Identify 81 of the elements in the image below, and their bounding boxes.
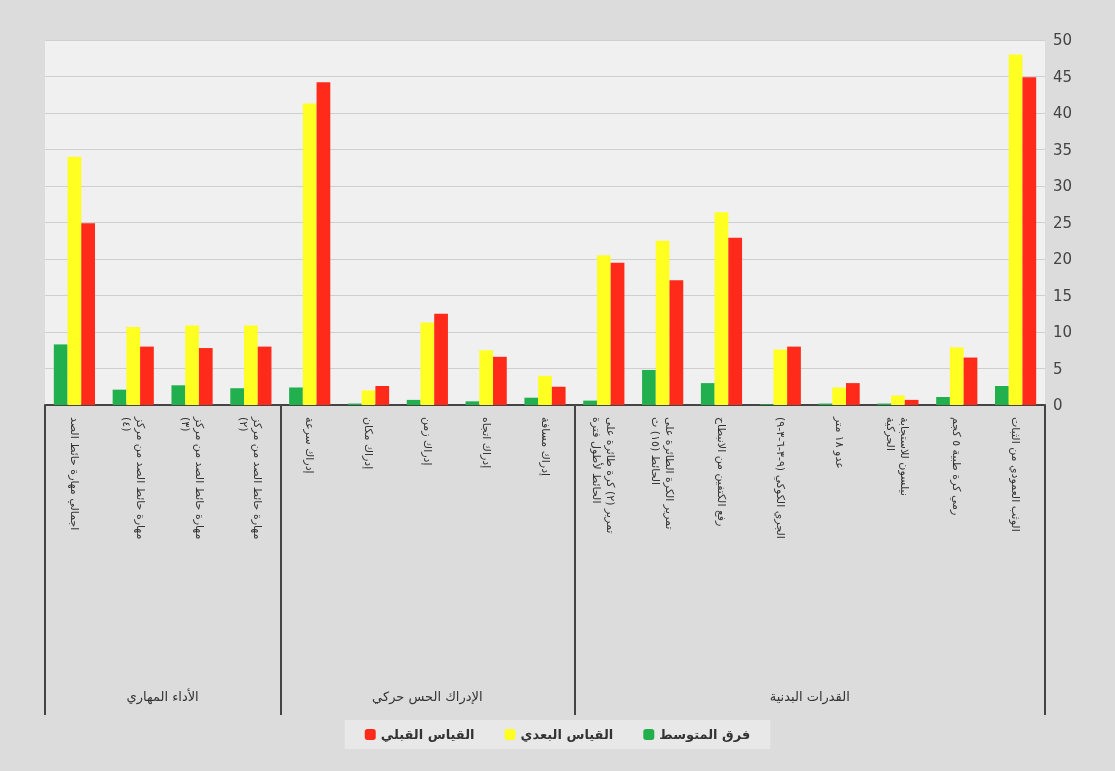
bar: [126, 326, 141, 405]
legend-label: القياس القبلي: [380, 727, 475, 742]
bar: [420, 322, 435, 405]
x-tick-label: اجمالي مهارة حائط الصد: [67, 417, 81, 531]
bar: [67, 156, 82, 405]
bar: [936, 396, 950, 405]
bar: [53, 344, 68, 405]
bar: [112, 389, 127, 405]
x-tick-label: إدراك مكان: [362, 417, 376, 470]
bar: [995, 386, 1009, 405]
x-tick-label: تمرير (٢) كرة طائرة على الحائط لأطول فترة: [590, 417, 618, 538]
bar: [787, 346, 801, 405]
bar: [669, 280, 684, 405]
text: القدرات البدنية: [769, 689, 850, 705]
bar: [81, 223, 95, 405]
y-tick-label: 20: [1053, 250, 1073, 268]
y-tick-label: 30: [1053, 177, 1073, 195]
text: الإدراك الحس حركي: [372, 689, 483, 705]
bar: [230, 388, 245, 405]
bar: [465, 401, 480, 405]
bar: [434, 313, 448, 405]
text: الأداء المهاري: [126, 688, 199, 705]
bar: [714, 212, 729, 405]
bar: [700, 383, 715, 405]
bar: [583, 400, 597, 405]
bar: [891, 395, 905, 405]
x-tick-label: إدراك مسافة: [538, 417, 552, 477]
legend-label: القياس البعدي: [520, 727, 614, 742]
y-tick-label: 50: [1053, 31, 1073, 49]
y-tick-label: 45: [1053, 67, 1073, 86]
x-tick-label: مهارة حائط الصد من مركز (٤): [119, 416, 147, 543]
bar: [524, 397, 539, 405]
x-tick-label: عدو ١٨ متر: [832, 416, 846, 469]
bar: [185, 325, 199, 405]
bar: [551, 386, 566, 405]
bar: [493, 356, 507, 405]
x-tick-label: تمرير الكرة الطائرة على الحائط (١٥) ث: [649, 417, 677, 533]
bar: [198, 348, 213, 405]
bar: [361, 390, 376, 405]
bar: [963, 357, 978, 405]
bar: [773, 349, 788, 405]
x-tick-label: إدراك اتجاه: [479, 417, 493, 469]
y-tick-label: 35: [1053, 140, 1073, 159]
bar: [845, 383, 860, 405]
bar: [904, 399, 919, 405]
bar: [1022, 77, 1037, 405]
x-tick-label: رمي كرة طبية ٥ كجم: [950, 417, 964, 516]
x-tick-label: نيلسون للاستجابة الحركية: [884, 417, 912, 500]
y-tick-label: 10: [1053, 323, 1073, 341]
y-tick-label: 40: [1053, 104, 1073, 122]
bar: [375, 386, 390, 405]
bar: [610, 262, 625, 405]
y-tick-label: 5: [1053, 359, 1063, 378]
x-tick-label: الوثب العمودي من الثبات: [1009, 417, 1023, 532]
bar: [642, 369, 656, 405]
bar: [302, 103, 317, 405]
x-tick-label: إدراك زمن: [420, 417, 434, 466]
bar: [538, 375, 552, 405]
bar: [596, 255, 611, 405]
bar: [406, 399, 421, 405]
legend-label: فرق المتوسط: [659, 727, 751, 742]
bar: [949, 347, 964, 405]
bar: [655, 240, 670, 405]
bar: [289, 387, 303, 405]
x-tick-label: مهارة حائط الصد من مركز (٣): [178, 416, 206, 543]
bar: [140, 346, 154, 405]
bar: [728, 237, 743, 405]
bar: [316, 82, 331, 405]
x-tick-label: إدراك سرعة: [303, 417, 317, 474]
bar: [1008, 54, 1023, 405]
y-tick-label: 25: [1053, 213, 1073, 232]
bar: [832, 387, 846, 405]
bar: [257, 346, 272, 405]
bar: [244, 325, 258, 405]
bar: [479, 350, 494, 405]
x-tick-label: الجري الكوكي (٩-٣-٦-٣-٩): [773, 417, 787, 539]
y-tick-label: 0: [1053, 396, 1063, 414]
x-tick-label: مهارة حائط الصد من مركز (٢): [237, 416, 265, 543]
y-tick-label: 15: [1053, 286, 1073, 305]
bar: [171, 385, 186, 405]
x-tick-label: رفع الكتفين من الانبطاح: [714, 417, 728, 527]
